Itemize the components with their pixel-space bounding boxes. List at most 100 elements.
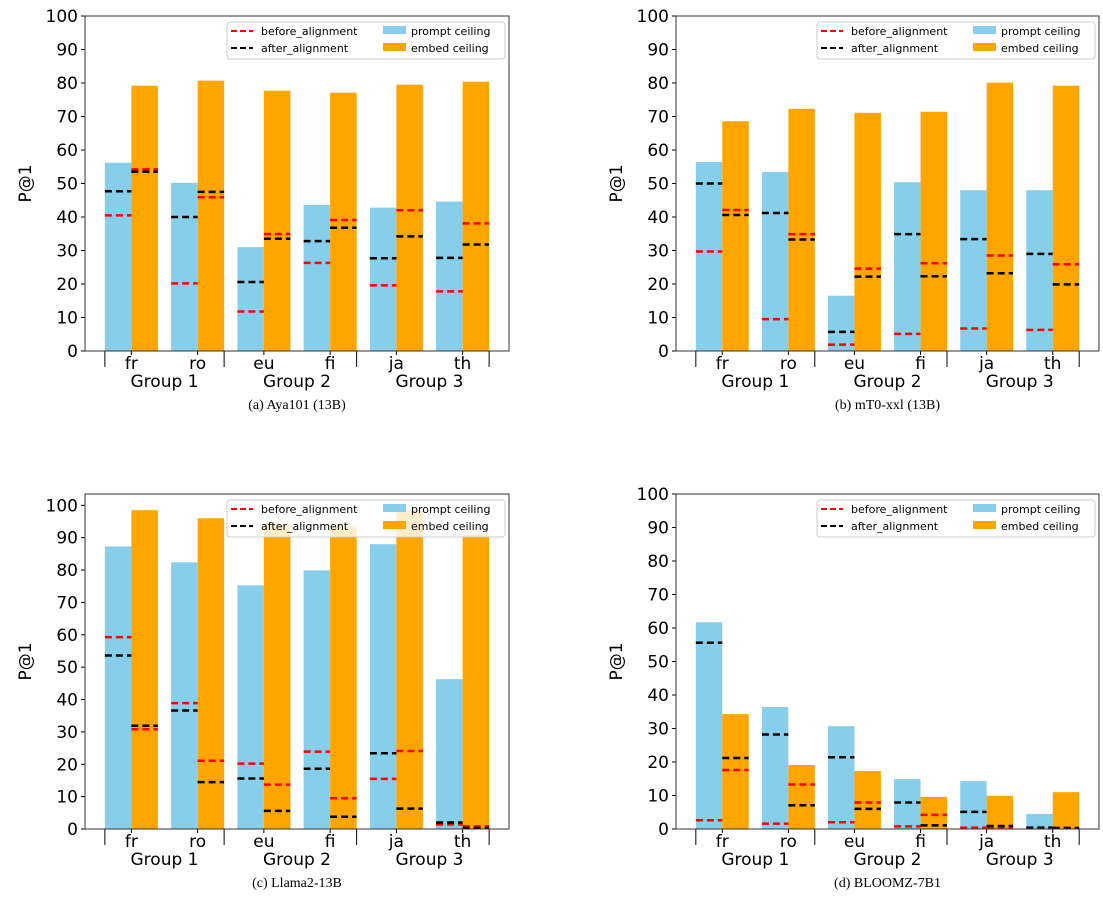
subplot-a: fr ro eu fi ja th Group 1 Group 2 Group 3 0 10 20 30…	[16, 7, 510, 413]
prompt-ceiling-bar	[237, 247, 264, 351]
subplot-caption: (a) Aya101 (13B)	[248, 398, 346, 413]
y-tick-label: 50	[647, 653, 669, 673]
x-tick-label: eu	[844, 354, 865, 374]
prompt-ceiling-bar	[436, 201, 463, 351]
embed-ceiling-bar	[462, 534, 490, 829]
legend-embed-label: embed ceiling	[1001, 42, 1079, 55]
prompt-ceiling-bar	[894, 182, 921, 351]
y-tick-label: 70	[56, 593, 78, 613]
x-tick-label: th	[454, 354, 471, 374]
x-tick-label: fi	[325, 354, 336, 374]
legend-prompt-swatch	[383, 26, 406, 34]
embed-ceiling-bar	[131, 510, 158, 829]
legend-after-label: after_alignment	[261, 42, 349, 55]
legend-embed-swatch	[383, 43, 406, 51]
legend-before-label: before_alignment	[851, 503, 948, 516]
legend-frame	[226, 21, 506, 60]
y-tick-label: 20	[647, 275, 669, 295]
y-tick-label: 50	[56, 658, 78, 678]
x-tick-label: ja	[388, 354, 404, 374]
y-tick-label: 50	[56, 175, 78, 195]
x-tick-label: fr	[716, 832, 729, 852]
axes-frame	[84, 493, 510, 830]
y-tick-label: 70	[56, 108, 78, 128]
y-tick-label: 90	[56, 41, 78, 61]
axes-frame	[84, 15, 510, 352]
legend-before-label: before_alignment	[851, 25, 948, 38]
axes-frame	[675, 493, 1100, 830]
embed-ceiling-bar	[462, 81, 490, 351]
prompt-ceiling-bar	[104, 546, 132, 829]
y-tick-label: 30	[56, 242, 78, 262]
y-axis-label: P@1	[16, 164, 36, 202]
prompt-ceiling-bar	[1026, 190, 1053, 351]
legend-embed-swatch	[973, 43, 996, 51]
prompt-ceiling-bar	[894, 779, 921, 829]
embed-ceiling-bar	[1052, 792, 1080, 829]
x-tick-label: th	[454, 832, 471, 852]
embed-ceiling-bar	[197, 80, 225, 351]
prompt-ceiling-bar	[960, 190, 987, 351]
group-label: Group 1	[721, 850, 789, 870]
legend-prompt-label: prompt ceiling	[1001, 503, 1080, 516]
prompt-ceiling-bar	[369, 207, 397, 351]
embed-ceiling-bar	[920, 111, 947, 351]
prompt-ceiling-bar	[761, 172, 789, 351]
y-tick-label: 80	[56, 74, 78, 94]
legend-prompt-label: prompt ceiling	[411, 25, 490, 38]
legend: before_alignment after_alignment prompt ce…	[226, 499, 506, 538]
y-tick-label: 30	[56, 723, 78, 743]
legend-frame	[226, 499, 506, 538]
group-label: Group 3	[986, 850, 1054, 870]
embed-ceiling-bar	[986, 82, 1014, 351]
y-tick-label: 20	[56, 275, 78, 295]
axes-frame	[675, 15, 1100, 352]
x-tick-label: ro	[189, 354, 206, 374]
embed-ceiling-bar	[854, 112, 881, 351]
group-label: Group 3	[986, 372, 1054, 392]
legend-prompt-swatch	[973, 504, 996, 512]
y-tick-label: 0	[658, 342, 669, 362]
x-tick-label: ro	[780, 354, 797, 374]
prompt-ceiling-bar	[695, 622, 723, 829]
y-axis-label: P@1	[16, 642, 36, 680]
embed-ceiling-bar	[722, 121, 749, 351]
subplot-b: fr ro eu fi ja th Group 1 Group 2 Group 3 0 10 20 30…	[607, 7, 1100, 413]
y-tick-label: 10	[647, 309, 669, 329]
y-tick-label: 100	[637, 7, 669, 27]
prompt-ceiling-bar	[761, 707, 789, 829]
prompt-ceiling-bar	[104, 162, 132, 351]
y-tick-label: 70	[647, 108, 669, 128]
legend-prompt-label: prompt ceiling	[1001, 25, 1080, 38]
legend-prompt-swatch	[383, 504, 406, 512]
y-tick-label: 50	[647, 175, 669, 195]
group-label: Group 3	[396, 372, 464, 392]
y-tick-label: 10	[56, 788, 78, 808]
legend-prompt-label: prompt ceiling	[411, 503, 490, 516]
x-tick-label: fi	[325, 832, 336, 852]
y-tick-label: 10	[647, 787, 669, 807]
legend-embed-swatch	[383, 521, 406, 529]
legend-embed-label: embed ceiling	[411, 520, 489, 533]
legend: before_alignment after_alignment prompt ce…	[816, 499, 1096, 538]
group-label: Group 1	[131, 850, 199, 870]
legend-frame	[816, 21, 1096, 60]
prompt-ceiling-bar	[303, 204, 331, 351]
x-tick-label: th	[1044, 832, 1061, 852]
legend: before_alignment after_alignment prompt ce…	[226, 21, 506, 60]
prompt-ceiling-bar	[303, 570, 331, 829]
x-tick-label: eu	[844, 832, 865, 852]
y-tick-label: 0	[67, 342, 78, 362]
prompt-ceiling-bar	[695, 162, 723, 351]
embed-ceiling-bar	[722, 714, 749, 829]
embed-ceiling-bar	[330, 92, 357, 351]
y-tick-label: 90	[647, 519, 669, 539]
y-tick-label: 100	[46, 7, 78, 27]
embed-ceiling-bar	[788, 108, 815, 351]
y-axis-label: P@1	[607, 642, 627, 680]
embed-ceiling-bar	[396, 84, 423, 352]
subplot-caption: (d) BLOOMZ-7B1	[834, 876, 941, 891]
legend-embed-label: embed ceiling	[411, 42, 489, 55]
group-label: Group 2	[854, 850, 922, 870]
